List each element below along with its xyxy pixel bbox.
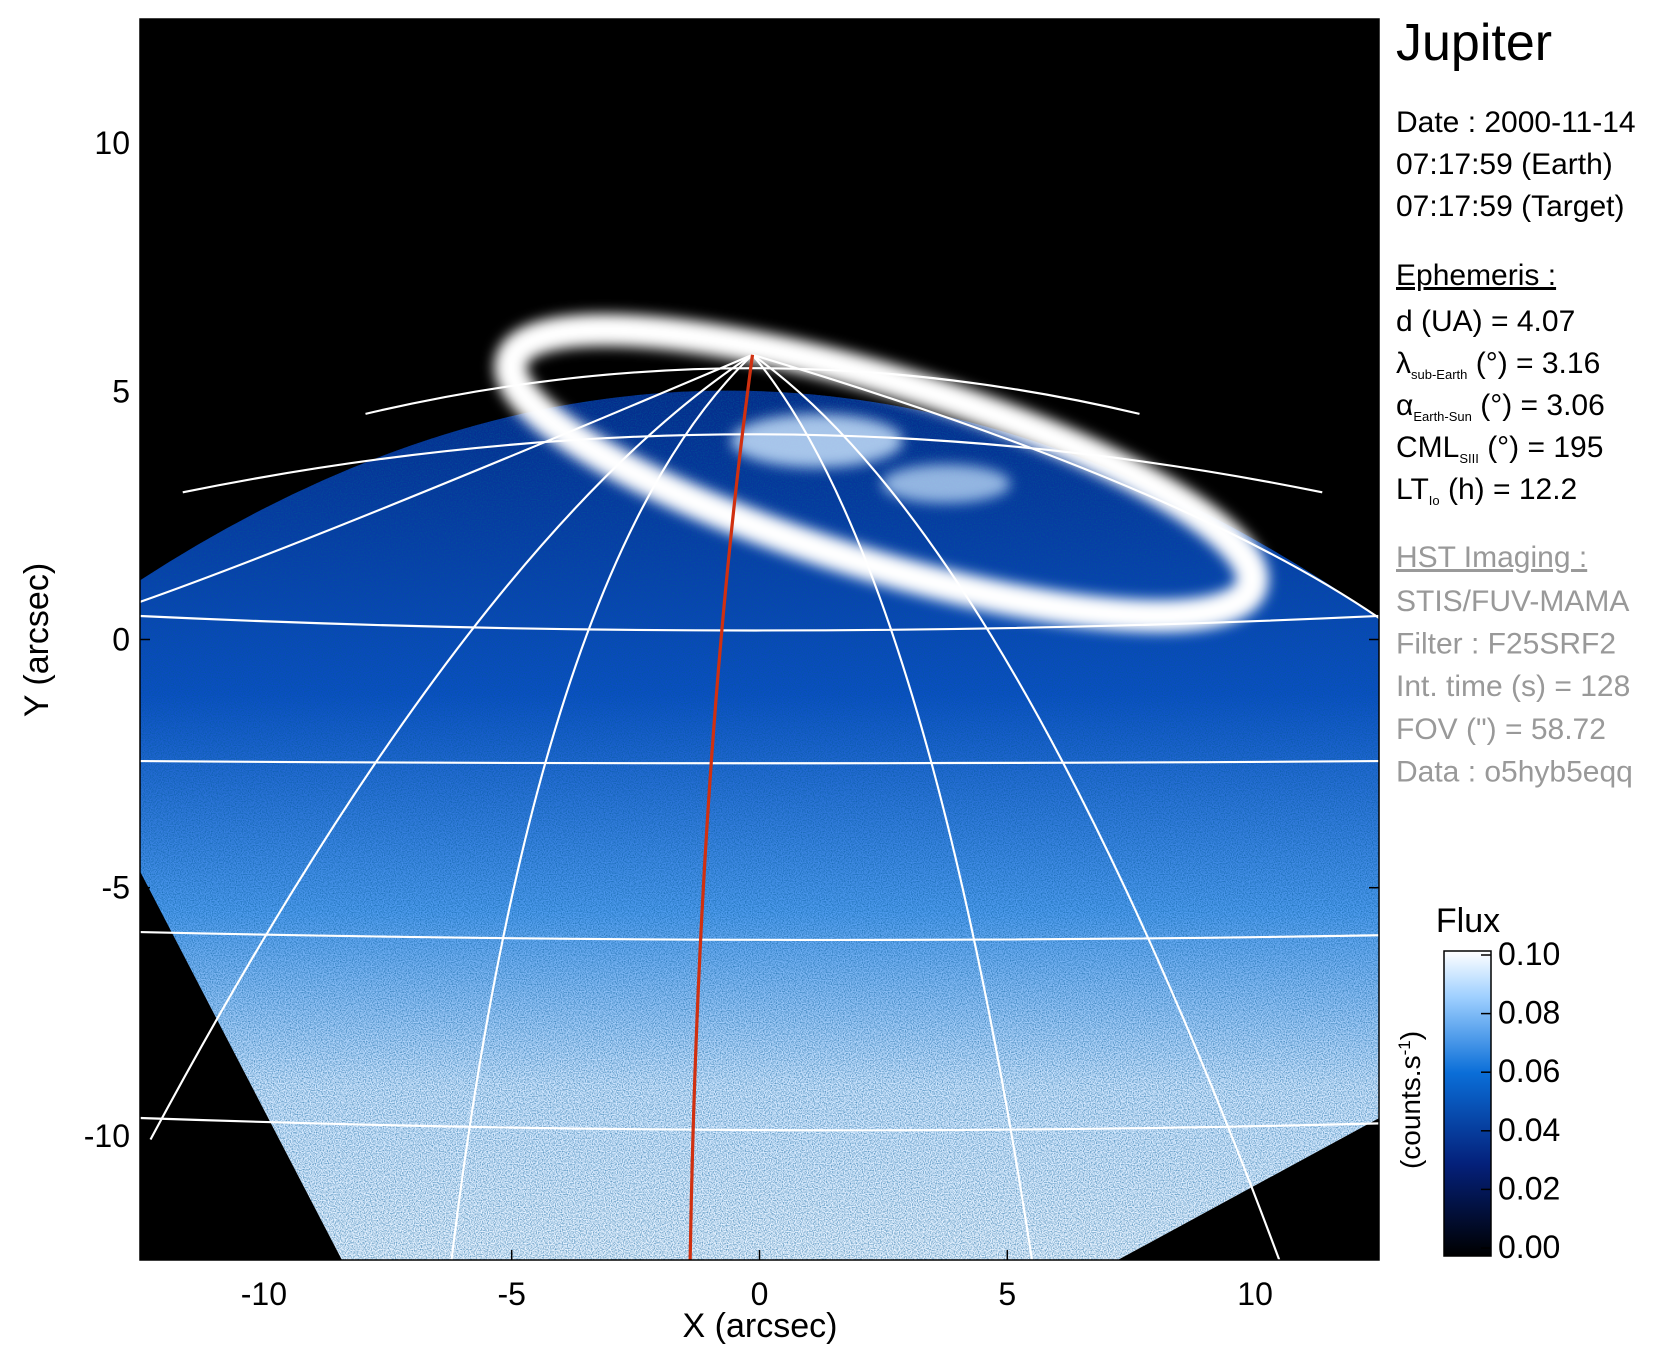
ephemeris-sub: sub-Earth xyxy=(1411,367,1467,382)
ephemeris-row: d (UA) = 4.07 xyxy=(1396,305,1575,338)
ephemeris-heading: Ephemeris : xyxy=(1396,259,1556,292)
ephemeris-row: λsub-Earth (°) = 3.16 xyxy=(1396,347,1600,382)
colorbar-tick-label: 0.00 xyxy=(1498,1229,1560,1265)
colorbar-tick-label: 0.04 xyxy=(1498,1112,1560,1148)
colorbar-label-end: ) xyxy=(1395,1031,1426,1040)
date-line: 07:17:59 (Earth) xyxy=(1396,148,1613,181)
imaging-row: Data : o5hyb5eqq xyxy=(1396,755,1633,788)
lat-lon-grid xyxy=(140,353,1379,1260)
colorbar-label-text: (counts.s xyxy=(1395,1055,1426,1169)
ephemeris-rest: (°) = 3.16 xyxy=(1467,347,1600,380)
colorbar-tick-label: 0.08 xyxy=(1498,995,1560,1031)
ephemeris-rest: (°) = 195 xyxy=(1479,431,1604,464)
colorbar-label-sup: -1 xyxy=(1395,1040,1414,1055)
ephemeris-rest: (°) = 3.06 xyxy=(1472,389,1605,422)
imaging-row: Filter : F25SRF2 xyxy=(1396,628,1616,661)
info-title: Jupiter xyxy=(1396,14,1552,72)
ephemeris-text: CML xyxy=(1396,431,1459,464)
ephemeris-text: d (UA) = 4.07 xyxy=(1396,305,1575,338)
ephemeris-row: CMLSIII (°) = 195 xyxy=(1396,431,1603,466)
ephemeris-sub: SIII xyxy=(1459,451,1479,466)
date-line: Date : 2000-11-14 xyxy=(1396,106,1636,139)
central-meridian xyxy=(688,354,755,1260)
x-tick-label: -10 xyxy=(241,1276,287,1312)
ephemeris-text: LT xyxy=(1396,473,1429,506)
colorbar-label: (counts.s-1) xyxy=(1395,1031,1426,1169)
colorbar-tick-label: 0.06 xyxy=(1498,1053,1560,1089)
y-tick-label: -10 xyxy=(84,1118,130,1154)
imaging-row: Int. time (s) = 128 xyxy=(1396,670,1630,703)
ephemeris-text: λ xyxy=(1396,347,1411,380)
y-tick-label: 5 xyxy=(112,373,130,409)
ephemeris-rest: (h) = 12.2 xyxy=(1440,473,1578,506)
imaging-heading: HST Imaging : xyxy=(1396,541,1587,574)
ephemeris-sub: Io xyxy=(1429,493,1440,508)
info-panel: Date : 2000-11-14 07:17:59 (Earth) 07:17:5… xyxy=(1396,106,1636,788)
x-axis-title: X (arcsec) xyxy=(683,1307,838,1345)
colorbar-tick-label: 0.10 xyxy=(1498,936,1560,972)
x-tick-label: 0 xyxy=(751,1276,769,1312)
imaging-row: FOV (") = 58.72 xyxy=(1396,713,1606,746)
x-tick-label: 10 xyxy=(1237,1276,1273,1312)
date-line: 07:17:59 (Target) xyxy=(1396,190,1624,223)
ephemeris-text: α xyxy=(1396,389,1413,422)
x-tick-label: 5 xyxy=(998,1276,1016,1312)
planet xyxy=(140,313,1379,1260)
ephemeris-row: LTIo (h) = 12.2 xyxy=(1396,473,1577,508)
y-tick-label: -5 xyxy=(102,870,130,906)
y-tick-label: 0 xyxy=(112,622,130,658)
ephemeris-sub: Earth-Sun xyxy=(1413,409,1472,424)
colorbar-title: Flux xyxy=(1436,902,1500,940)
y-axis-title: Y (arcsec) xyxy=(18,563,56,717)
y-tick-label: 10 xyxy=(94,125,130,161)
imaging-row: STIS/FUV-MAMA xyxy=(1396,585,1629,618)
colorbar-tick-label: 0.02 xyxy=(1498,1170,1560,1206)
x-tick-label: -5 xyxy=(497,1276,525,1312)
ephemeris-row: αEarth-Sun (°) = 3.06 xyxy=(1396,389,1605,424)
image-area xyxy=(140,19,1379,1260)
colorbar xyxy=(1443,950,1492,1257)
